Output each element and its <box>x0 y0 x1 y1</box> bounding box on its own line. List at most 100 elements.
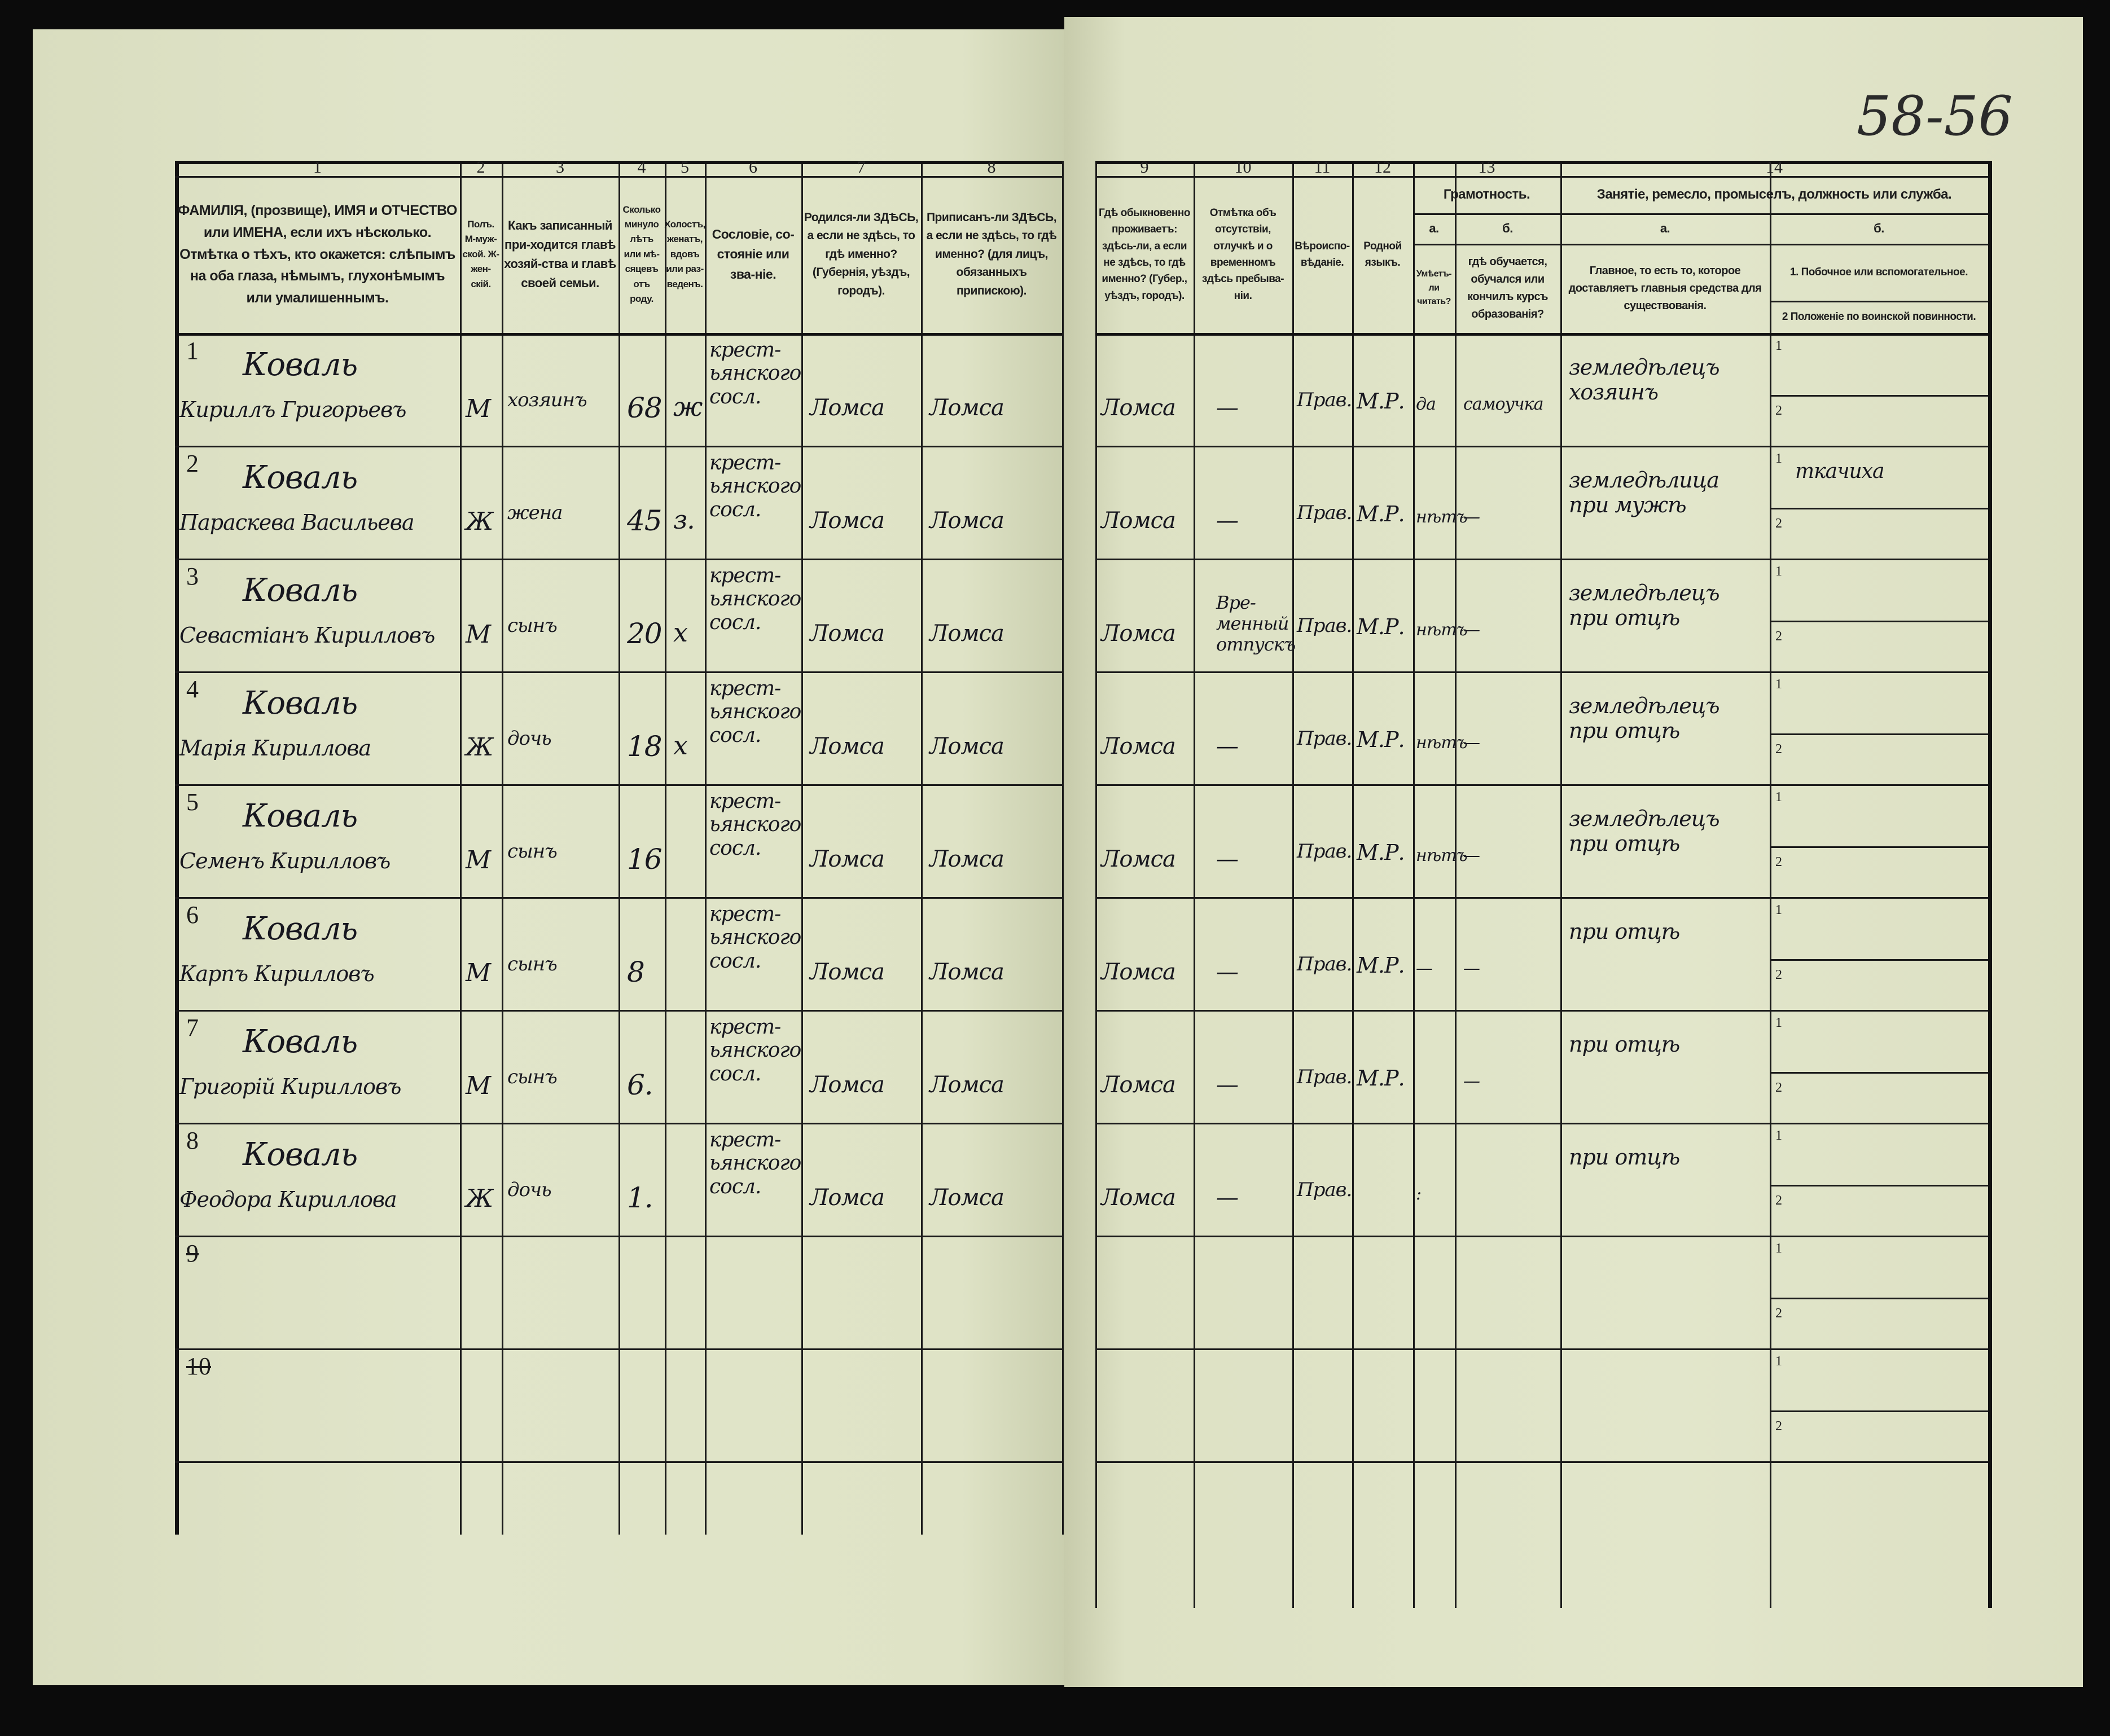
header-marital-status: Холостъ, женатъ, вдовъ или раз-веденъ. <box>664 219 705 289</box>
header-13a-letter: а. <box>1429 221 1439 235</box>
row-number: 2 <box>186 450 199 477</box>
header-14b-letter: б. <box>1874 221 1884 235</box>
sub-label-1: 1 <box>1775 677 1782 692</box>
header-13b-letter: б. <box>1502 221 1513 235</box>
row-divider <box>1095 446 1988 447</box>
number-row-line <box>1095 176 1988 178</box>
relation-to-head: жена <box>507 502 563 524</box>
header-registration: Приписанъ-ли ЗДѢСЬ, а если не здѣсь, то … <box>926 210 1057 297</box>
age: 6. <box>627 1069 653 1101</box>
residence: Ломса <box>1101 508 1176 534</box>
header-main-occupation: Главное, то есть то, которое доставляетъ… <box>1568 264 1762 312</box>
col14b-split-line <box>1770 301 1988 302</box>
birthplace: Ломса <box>810 1072 885 1098</box>
can-read: нѣтъ <box>1416 846 1468 865</box>
number-row-line <box>175 176 1062 178</box>
age: 16 <box>627 843 663 876</box>
column-divider <box>1292 161 1294 1608</box>
row-number: 7 <box>186 1014 199 1041</box>
marital-status: х <box>673 730 688 761</box>
column-divider <box>1455 161 1457 1608</box>
right-page <box>1064 17 2083 1687</box>
sex: М <box>466 620 491 649</box>
column-divider <box>460 161 462 1535</box>
header-side-occupation: 1. Побочное или вспомогательное. <box>1790 266 1968 278</box>
native-language: М.Р. <box>1357 502 1405 526</box>
registration-place: Ломса <box>929 846 1004 872</box>
sub-label-2: 2 <box>1775 403 1782 418</box>
native-language: М.Р. <box>1357 389 1405 414</box>
row-divider <box>175 897 1062 899</box>
header-literacy: Грамотность. <box>1443 187 1530 203</box>
sub-label-1: 1 <box>1775 1354 1782 1369</box>
column-number: 6 <box>749 158 757 177</box>
religion: Прав. <box>1297 614 1352 637</box>
header-bottom-line <box>175 333 1062 336</box>
row-divider <box>1095 1123 1988 1124</box>
marital-status: х <box>673 617 688 648</box>
row-divider <box>1095 1010 1988 1012</box>
header-birthplace: Родился-ли ЗДѢСЬ, а если не здѣсь, то гд… <box>804 210 919 297</box>
main-occupation: земледѣлецъ при отцѣ <box>1569 693 1720 743</box>
row-number: 6 <box>186 901 199 929</box>
row-number: 5 <box>186 788 199 816</box>
sub-label-2: 2 <box>1775 516 1782 531</box>
sex: Ж <box>466 733 493 762</box>
education: — <box>1463 1071 1480 1091</box>
native-language: М.Р. <box>1357 840 1405 865</box>
registration-place: Ломса <box>929 395 1004 421</box>
residence: Ломса <box>1101 959 1176 985</box>
can-read: нѣтъ <box>1416 620 1468 640</box>
age: 20 <box>627 617 663 650</box>
table-top-border <box>175 161 1062 164</box>
education: — <box>1463 959 1480 978</box>
estate: крест-ьянского сосл. <box>709 790 801 860</box>
row-divider <box>175 671 1062 673</box>
absence-note: — <box>1216 508 1239 534</box>
header-absence: Отмѣтка объ отсутствіи, отлучкѣ и о врем… <box>1201 206 1284 302</box>
sex: М <box>466 394 491 423</box>
header-age: Сколько минуло лѣтъ или мѣ-сяцевъ отъ ро… <box>622 204 661 304</box>
estate: крест-ьянского сосл. <box>709 1016 801 1085</box>
sub-label-2: 2 <box>1775 855 1782 869</box>
main-occupation: при отцѣ <box>1569 1032 1680 1057</box>
marital-status: ж <box>673 392 703 422</box>
row-sub-divider <box>1770 1072 1988 1074</box>
sub-label-1: 1 <box>1775 564 1782 579</box>
sub-label-1: 1 <box>1775 451 1782 466</box>
birthplace: Ломса <box>810 395 885 421</box>
education: — <box>1463 733 1480 753</box>
main-occupation: земледѣлецъ при отцѣ <box>1569 581 1720 630</box>
can-read: : <box>1416 1184 1422 1204</box>
registration-place: Ломса <box>929 959 1004 985</box>
sub-label-1: 1 <box>1775 790 1782 805</box>
row-divider <box>175 1461 1062 1463</box>
sub-label-1: 1 <box>1775 339 1782 353</box>
row-sub-divider <box>1770 621 1988 622</box>
sex: М <box>466 959 491 987</box>
age: 68 <box>627 392 663 424</box>
marital-status: з. <box>673 504 695 535</box>
header-occupation: Занятіе, ремесло, промыселъ, должность и… <box>1596 187 1952 203</box>
estate: крест-ьянского сосл. <box>709 451 801 521</box>
column-number: 12 <box>1374 158 1391 177</box>
birthplace: Ломса <box>810 621 885 647</box>
birthplace: Ломса <box>810 846 885 872</box>
sex: Ж <box>466 507 493 536</box>
given-name-patronymic: Марія Кириллова <box>179 736 371 761</box>
given-name-patronymic: Григорій Кирилловъ <box>179 1074 401 1099</box>
religion: Прав. <box>1297 953 1352 975</box>
row-divider <box>1095 671 1988 673</box>
column-divider <box>1770 161 1771 1608</box>
sheet-number: 58-56 <box>1857 85 2013 148</box>
absence-note: — <box>1216 846 1239 872</box>
religion: Прав. <box>1297 1179 1352 1201</box>
column-number: 5 <box>681 158 689 177</box>
can-read: нѣтъ <box>1416 507 1468 527</box>
header-religion: Вѣроиспо-вѣданіе. <box>1295 240 1350 269</box>
table-top-border <box>1095 161 1988 164</box>
row-number: 8 <box>186 1127 199 1154</box>
sex: М <box>466 1071 491 1100</box>
row-divider <box>175 1348 1062 1350</box>
row-number: 3 <box>186 562 199 590</box>
